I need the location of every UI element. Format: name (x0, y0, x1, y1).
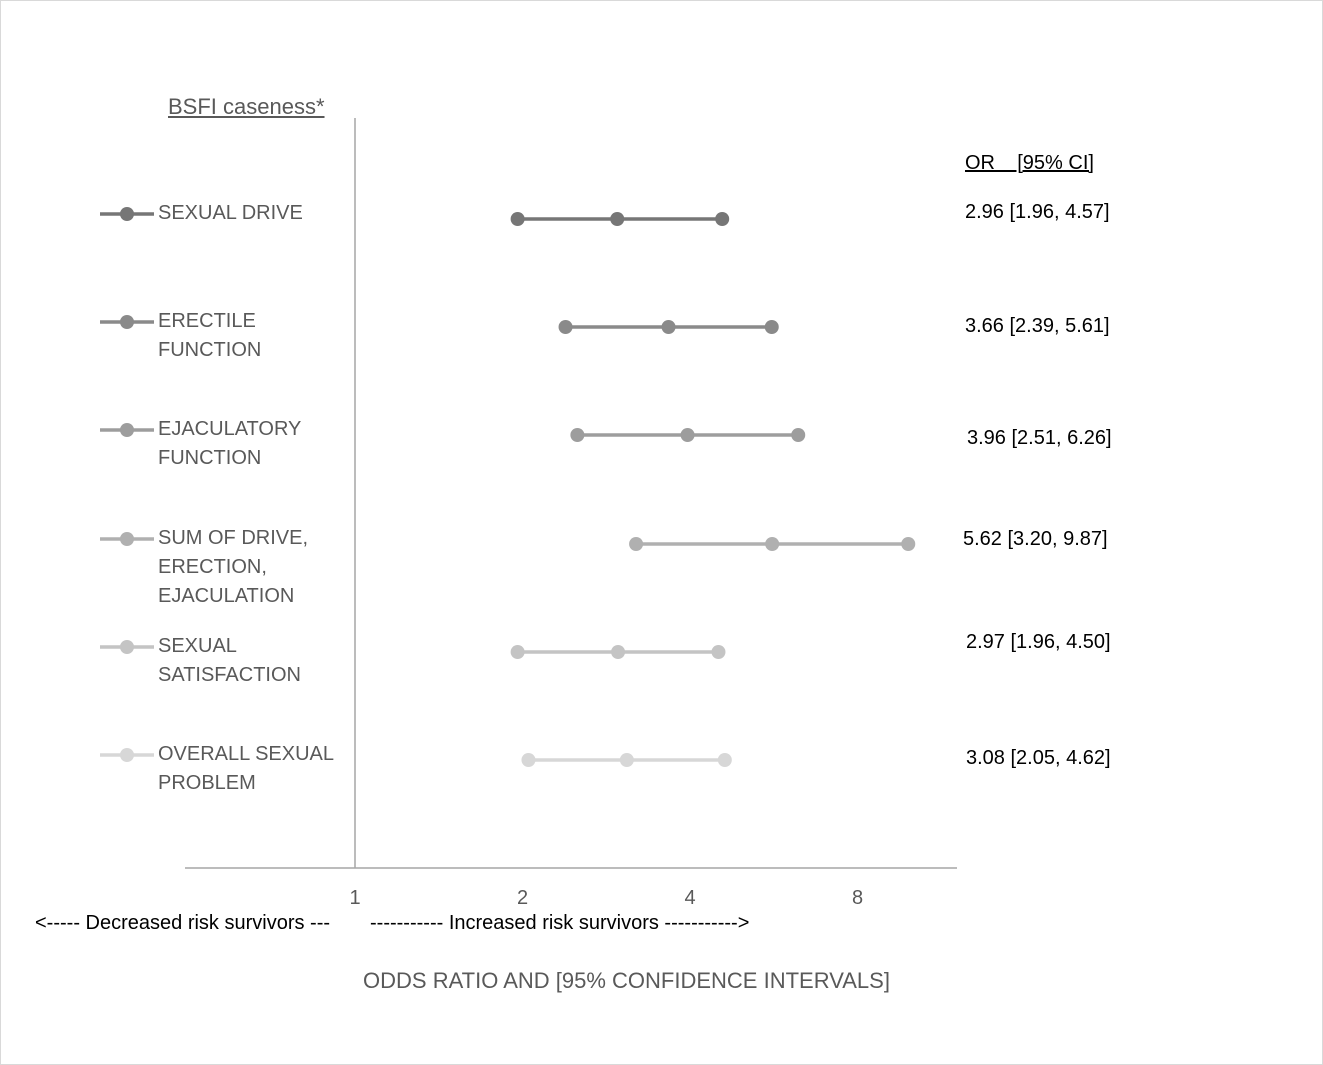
upper-point-sexual-satisfaction (711, 645, 726, 659)
x-tick-8: 8 (851, 887, 864, 909)
increased-risk-label: ----------- Increased risk survivors ---… (370, 912, 750, 934)
or-point-sexual-satisfaction (611, 645, 626, 659)
x-tick-1: 1 (349, 887, 361, 909)
or-point-overall-sexual-problem (619, 753, 634, 767)
or-value-ejaculatory-function: 3.96 [2.51, 6.26] (967, 427, 1112, 449)
or-value-overall-sexual-problem: 3.08 [2.05, 4.62] (966, 747, 1111, 769)
or-point-sum-of-drive-erection-ejaculation (765, 537, 780, 551)
or-point-erectile-function (661, 320, 676, 334)
row-label-sexual-drive: SEXUAL DRIVE (158, 202, 303, 224)
lower-point-erectile-function (558, 320, 573, 334)
legend-swatch-marker-ejaculatory-function (120, 423, 134, 437)
or-value-sexual-drive: 2.96 [1.96, 4.57] (965, 201, 1110, 223)
legend-swatch-marker-sum-of-drive-erection-ejaculation (120, 532, 134, 546)
row-label-erectile-function: ERECTILE FUNCTION (158, 310, 262, 361)
upper-point-ejaculatory-function (791, 428, 806, 442)
row-label-ejaculatory-function: EJACULATORY FUNCTION (158, 418, 302, 469)
lower-point-ejaculatory-function (570, 428, 585, 442)
upper-point-sexual-drive (715, 212, 730, 226)
legend-swatch-marker-sexual-drive (120, 207, 134, 221)
legend-swatch-marker-overall-sexual-problem (120, 748, 134, 762)
lower-point-sum-of-drive-erection-ejaculation (629, 537, 644, 551)
or-value-sexual-satisfaction: 2.97 [1.96, 4.50] (966, 631, 1111, 653)
lower-point-overall-sexual-problem (521, 753, 536, 767)
x-tick-4: 4 (684, 887, 696, 909)
upper-point-erectile-function (764, 320, 779, 334)
decreased-risk-label: <----- Decreased risk survivors --- (35, 912, 331, 934)
upper-point-sum-of-drive-erection-ejaculation (901, 537, 916, 551)
legend-swatch-marker-sexual-satisfaction (120, 640, 134, 654)
legend-swatch-marker-erectile-function (120, 315, 134, 329)
row-label-sum-of-drive-erection-ejaculation: SUM OF DRIVE, ERECTION, EJACULATION (158, 527, 309, 607)
or-value-sum-of-drive-erection-ejaculation: 5.62 [3.20, 9.87] (963, 528, 1108, 550)
or-point-sexual-drive (610, 212, 625, 226)
row-label-overall-sexual-problem: OVERALL SEXUAL PROBLEM (158, 743, 334, 794)
lower-point-sexual-satisfaction (510, 645, 525, 659)
legend-title: BSFI caseness* (168, 94, 325, 119)
x-tick-2: 2 (516, 887, 529, 909)
or-value-erectile-function: 3.66 [2.39, 5.61] (965, 315, 1110, 337)
lower-point-sexual-drive (510, 212, 525, 226)
or-ci-column-header: OR [95% CI] (965, 152, 1094, 174)
or-point-ejaculatory-function (680, 428, 695, 442)
row-label-sexual-satisfaction: SEXUAL SATISFACTION (158, 635, 301, 686)
upper-point-overall-sexual-problem (717, 753, 732, 767)
x-axis-title: ODDS RATIO AND [95% CONFIDENCE INTERVALS… (363, 968, 890, 993)
